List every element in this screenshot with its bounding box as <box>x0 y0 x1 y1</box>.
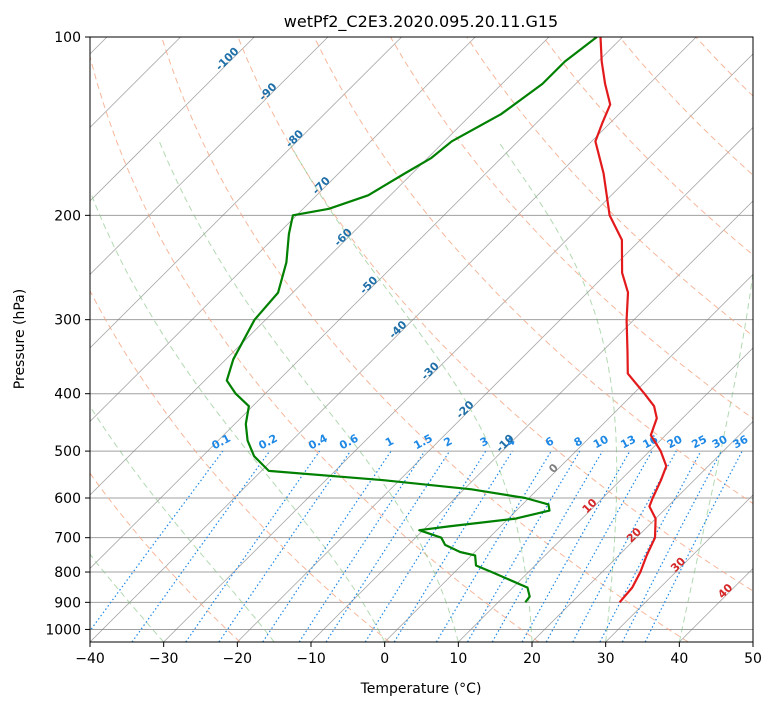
y-tick-label: 500 <box>54 444 81 460</box>
isotherm-line <box>90 37 476 423</box>
isotherm-line <box>605 494 753 642</box>
y-axis-ticks: 100 200 300 400 500 600 700 800 900 1000 <box>45 30 90 638</box>
x-tick-label: 10 <box>449 651 467 667</box>
mixing-ratio-line <box>262 450 392 642</box>
isotherm-line <box>310 200 753 642</box>
y-tick-label: 600 <box>54 491 81 507</box>
dry-adiabat-line <box>90 472 241 642</box>
isotherm-line <box>237 126 753 642</box>
mixing-ratio-line <box>572 450 677 642</box>
x-tick-label: −40 <box>75 651 105 667</box>
isotherm-line <box>384 273 753 642</box>
isotherm-line <box>90 37 329 275</box>
mixing-ratio-line <box>644 450 743 642</box>
isotherm-line <box>90 37 550 496</box>
y-tick-label: 900 <box>54 595 81 611</box>
moist-adiabat-line <box>288 141 533 642</box>
dewpoint-line <box>225 37 598 603</box>
dry-adiabat-line <box>390 37 753 420</box>
x-axis-ticks: −40 −30 −20 −10 0 10 20 30 40 50 <box>75 642 762 667</box>
mixing-ratio-line <box>393 450 513 642</box>
mixing-ratio-line <box>131 450 271 642</box>
dry-adiabat-line <box>161 37 689 642</box>
isotherm-line <box>163 53 753 642</box>
mixing-ratio-label: 16 <box>641 433 661 452</box>
y-tick-label: 200 <box>54 208 81 224</box>
mixing-ratio-label: 30 <box>710 433 730 452</box>
x-axis-title: Temperature (°C) <box>360 681 482 697</box>
x-tick-label: 50 <box>744 651 762 667</box>
moist-adiabat-line <box>158 141 459 642</box>
moist-adiabat-line <box>90 405 275 642</box>
x-tick-label: −20 <box>223 651 253 667</box>
moist-adiabat-line <box>90 553 165 642</box>
dry-adiabat-line <box>466 37 753 337</box>
dry-adiabat-line <box>237 37 753 592</box>
chart-title: wetPf2_C2E3.2020.095.20.11.G15 <box>284 12 558 32</box>
y-tick-label: 1000 <box>45 622 81 638</box>
x-tick-label: −10 <box>296 651 326 667</box>
y-tick-label: 400 <box>54 387 81 403</box>
isotherm-line <box>90 37 402 349</box>
mixing-ratio-line <box>325 450 451 642</box>
isotherm-line <box>90 37 255 202</box>
x-tick-label: 40 <box>670 651 688 667</box>
x-tick-label: 30 <box>597 651 615 667</box>
isotherm-line <box>531 420 753 642</box>
dry-adiabat-line <box>90 54 540 642</box>
mixing-ratio-line <box>364 450 487 642</box>
x-tick-label: 0 <box>380 651 389 667</box>
mixing-ratio-label: 25 <box>689 433 709 452</box>
x-tick-label: −30 <box>149 651 179 667</box>
x-tick-label: 20 <box>523 651 541 667</box>
mixing-ratio-line <box>218 450 351 642</box>
mixing-ratio-label: 20 <box>665 432 685 451</box>
y-tick-label: 800 <box>54 565 81 581</box>
y-axis-title: Pressure (hPa) <box>12 289 28 389</box>
plot-frame <box>89 36 754 643</box>
sounding-series <box>225 37 668 604</box>
mixing-ratio-label: 13 <box>618 433 638 452</box>
mixing-ratio-line <box>521 450 631 642</box>
dry-adiabat-line <box>313 37 753 505</box>
y-tick-label: 700 <box>54 531 81 547</box>
isotherm-line <box>90 37 623 570</box>
mixing-ratio-label: 36 <box>731 433 751 452</box>
mixing-ratio-line <box>545 450 653 642</box>
dry-adiabat-line <box>90 289 390 642</box>
moist-adiabat-line <box>497 141 618 642</box>
temperature-line <box>594 37 668 604</box>
background-lines <box>90 37 753 642</box>
y-tick-label: 300 <box>54 313 81 329</box>
moist-adiabat-line <box>678 269 753 642</box>
moist-adiabat-line <box>90 189 386 642</box>
y-tick-label: 100 <box>54 30 81 46</box>
mixing-ratio-label: 10 <box>591 432 611 451</box>
isotherm-line <box>458 347 753 642</box>
mixing-ratio-line <box>185 450 321 642</box>
mixing-ratio-line <box>90 450 224 632</box>
mixing-ratio-line <box>298 450 426 642</box>
